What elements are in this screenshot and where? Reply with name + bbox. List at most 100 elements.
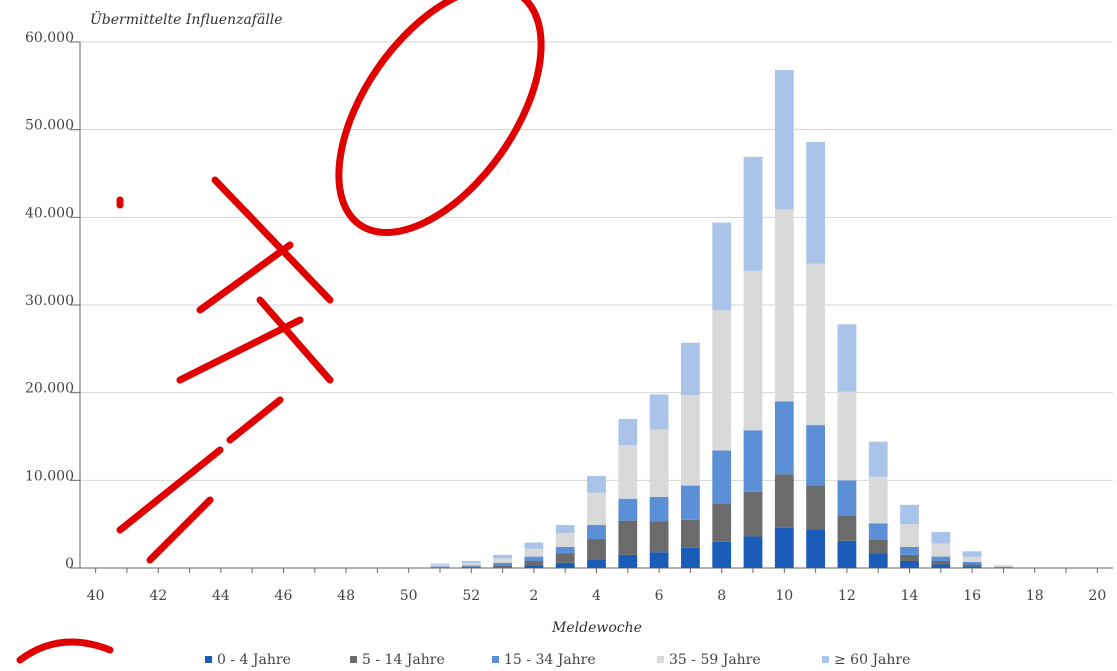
bar-segment bbox=[649, 429, 669, 497]
bar-segment bbox=[868, 553, 888, 568]
bar-segment bbox=[524, 556, 544, 561]
bar-segment bbox=[931, 543, 951, 557]
bar-segment bbox=[524, 548, 544, 557]
bar-segment bbox=[743, 491, 763, 537]
bar-segment bbox=[868, 539, 888, 554]
legend-swatch bbox=[205, 656, 212, 663]
bar-segment bbox=[868, 441, 888, 477]
bar-segment bbox=[994, 565, 1013, 567]
bar-segment bbox=[493, 562, 512, 566]
bar-segment bbox=[649, 552, 669, 568]
legend-swatch bbox=[492, 656, 499, 663]
bar-segment bbox=[493, 558, 512, 563]
bar-segment bbox=[806, 485, 826, 530]
y-tick-label: 30.000 bbox=[25, 293, 74, 309]
bar-segment bbox=[618, 498, 638, 521]
y-tick-label: 60.000 bbox=[25, 30, 74, 46]
bar-segment bbox=[461, 560, 481, 563]
x-tick-label: 14 bbox=[901, 588, 919, 604]
bar-segment bbox=[524, 565, 544, 568]
bar-segment bbox=[555, 546, 575, 554]
bar-segment bbox=[806, 425, 826, 486]
bar-segment bbox=[712, 504, 732, 542]
x-tick-label: 52 bbox=[462, 588, 480, 604]
y-tick-label: 50.000 bbox=[25, 118, 74, 134]
bar-segment bbox=[806, 263, 826, 426]
bar-segment bbox=[461, 565, 481, 567]
bar-segment bbox=[587, 525, 606, 540]
bar-segment bbox=[587, 492, 606, 526]
x-tick-label: 46 bbox=[275, 588, 293, 604]
bar-segment bbox=[962, 556, 982, 562]
legend-swatch bbox=[350, 656, 357, 663]
x-tick-label: 20 bbox=[1088, 588, 1106, 604]
bar-segment bbox=[649, 394, 669, 430]
bar-segment bbox=[524, 542, 544, 549]
scribble-strokes bbox=[116, 176, 334, 564]
bar-segment bbox=[931, 560, 951, 565]
bar-segment bbox=[837, 515, 857, 541]
bar-segment bbox=[649, 521, 669, 553]
bar-segment bbox=[774, 527, 794, 568]
bar-segment bbox=[430, 567, 450, 568]
bar-segment bbox=[681, 485, 700, 520]
x-tick-label: 18 bbox=[1026, 588, 1044, 604]
bar-segment bbox=[430, 566, 450, 568]
x-tick-label: 10 bbox=[775, 588, 793, 604]
bar-segment bbox=[618, 445, 638, 499]
x-tick-label: 40 bbox=[87, 588, 105, 604]
x-tick-label: 16 bbox=[963, 588, 981, 604]
plot: 0 10.000 20.000 30.000 40.000 50.000 60.000 40 4… bbox=[25, 30, 1113, 668]
bar-segment bbox=[712, 310, 732, 451]
bar-segment bbox=[806, 141, 826, 264]
bar-segment bbox=[618, 554, 638, 568]
bar-segment bbox=[712, 450, 732, 505]
bar-segment bbox=[712, 222, 732, 311]
x-tick-label: 42 bbox=[149, 588, 167, 604]
x-tick-label: 4 bbox=[592, 588, 601, 604]
x-tick-label: 8 bbox=[717, 588, 726, 604]
bar-segment bbox=[837, 324, 857, 392]
bar-segment bbox=[587, 559, 606, 568]
y-axis-title: Übermittelte Influenzafälle bbox=[90, 10, 283, 28]
bar-segment bbox=[743, 270, 763, 431]
bar-segment bbox=[555, 562, 575, 568]
bar-segment bbox=[681, 342, 700, 396]
bar-segment bbox=[430, 564, 450, 567]
bar-segment bbox=[712, 541, 732, 568]
bar-segment bbox=[931, 556, 951, 561]
scribble-loop bbox=[335, 0, 545, 236]
scribble-arc bbox=[16, 638, 114, 664]
bar-segment bbox=[962, 564, 982, 567]
bar-segment bbox=[900, 524, 919, 547]
legend-label: 35 - 59 Jahre bbox=[669, 652, 761, 668]
bar-segment bbox=[774, 209, 794, 402]
bar-segment bbox=[555, 525, 575, 533]
bar-segment bbox=[900, 554, 919, 561]
bar-segment bbox=[774, 401, 794, 475]
legend-swatch bbox=[822, 656, 829, 663]
bar-segment bbox=[743, 536, 763, 568]
bar-segment bbox=[774, 474, 794, 528]
bar-segment bbox=[806, 529, 826, 568]
bar-segment bbox=[649, 496, 669, 522]
bar-segment bbox=[430, 563, 450, 565]
scribble bbox=[16, 0, 545, 664]
bar-segment bbox=[837, 391, 857, 481]
bar-segment bbox=[743, 156, 763, 271]
bar-segment bbox=[837, 540, 857, 568]
legend-label: 5 - 14 Jahre bbox=[362, 652, 445, 668]
bar-segment bbox=[681, 519, 700, 548]
legend-label: ≥ 60 Jahre bbox=[834, 652, 910, 668]
bar-segment bbox=[555, 553, 575, 563]
bar-segment bbox=[493, 567, 512, 568]
bar-segment bbox=[962, 561, 982, 565]
legend-label: 0 - 4 Jahre bbox=[217, 652, 291, 668]
bar-segment bbox=[774, 70, 794, 210]
legend-swatch bbox=[657, 656, 664, 663]
x-tick-label: 44 bbox=[212, 588, 230, 604]
bar-segment bbox=[868, 476, 888, 524]
bar-segment bbox=[900, 560, 919, 568]
legend-label: 15 - 34 Jahre bbox=[504, 652, 596, 668]
